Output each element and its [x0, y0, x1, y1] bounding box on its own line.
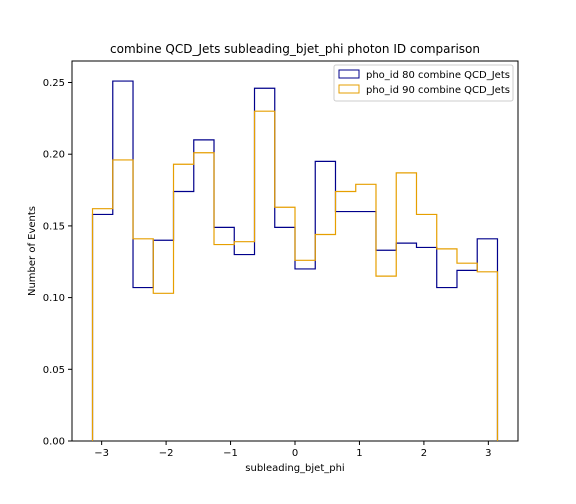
axes-layer: −3 −2 −1 0 1 2 3 0.00 0.05 0.10 0.15 0.20 0.25	[43, 78, 492, 459]
x-axis-label: subleading_bjet_phi	[245, 463, 344, 474]
x-tick-label: 1	[356, 448, 362, 459]
x-tick-label: −2	[159, 448, 174, 459]
legend-box	[333, 64, 514, 102]
x-tick-label: −3	[94, 448, 109, 459]
y-tick-label: 0.20	[43, 150, 65, 161]
legend-label: pho_id 90 combine QCD_Jets	[366, 85, 510, 96]
y-tick-label: 0.10	[43, 293, 65, 304]
y-axis-label: Number of Events	[27, 206, 38, 296]
y-tick-label: 0.25	[43, 78, 65, 89]
legend-swatch	[338, 69, 360, 79]
x-tick-label: −1	[223, 448, 238, 459]
histogram-series-2	[91, 110, 499, 441]
legend-swatch	[338, 84, 360, 94]
x-tick-label: 0	[292, 448, 298, 459]
x-tick-label: 2	[421, 448, 427, 459]
y-tick-label: 0.00	[43, 437, 65, 448]
legend-label: pho_id 80 combine QCD_Jets	[366, 70, 510, 81]
x-tick-label: 3	[485, 448, 491, 459]
y-tick-label: 0.15	[43, 221, 65, 232]
series-layer	[91, 80, 499, 441]
legend: pho_id 80 combine QCD_Jets pho_id 90 com…	[333, 64, 514, 102]
chart-title: combine QCD_Jets subleading_bjet_phi pho…	[110, 42, 480, 56]
y-tick-label: 0.05	[43, 365, 65, 376]
